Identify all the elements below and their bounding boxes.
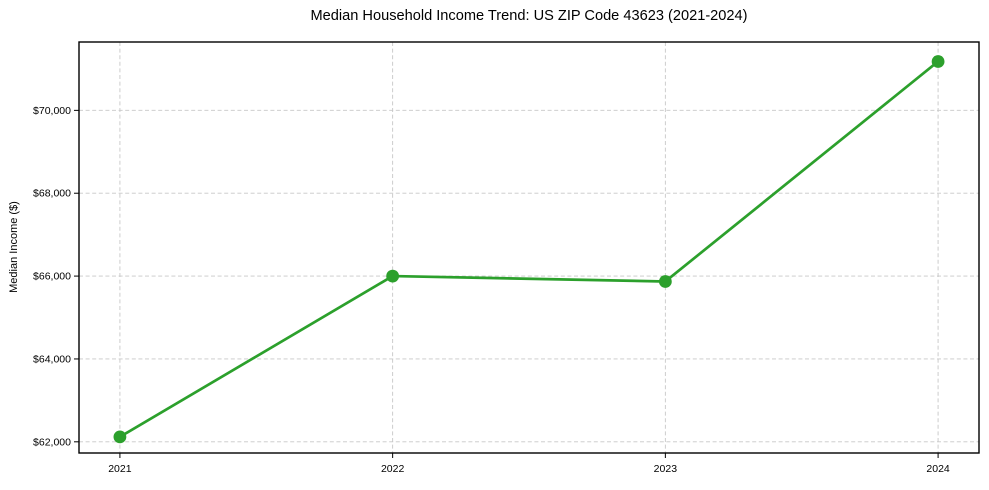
plot-area-border — [78, 41, 980, 454]
x-tick-label: 2022 — [381, 463, 405, 475]
y-tick-label: $62,000 — [33, 436, 71, 448]
x-tick-label: 2023 — [654, 463, 678, 475]
data-point-2024 — [931, 55, 945, 68]
x-tick-label: 2024 — [926, 463, 950, 475]
y-tick-label: $64,000 — [33, 353, 71, 365]
data-point-2023 — [658, 275, 672, 288]
chart-title: Median Household Income Trend: US ZIP Co… — [310, 8, 748, 24]
y-tick-label: $70,000 — [33, 105, 71, 117]
x-tick-label: 2021 — [108, 463, 132, 475]
data-point-2021 — [113, 430, 127, 444]
data-point-2022 — [386, 269, 400, 283]
y-tick-label: $68,000 — [33, 188, 71, 200]
trend-line — [118, 60, 940, 439]
y-tick-label: $66,000 — [33, 271, 71, 283]
